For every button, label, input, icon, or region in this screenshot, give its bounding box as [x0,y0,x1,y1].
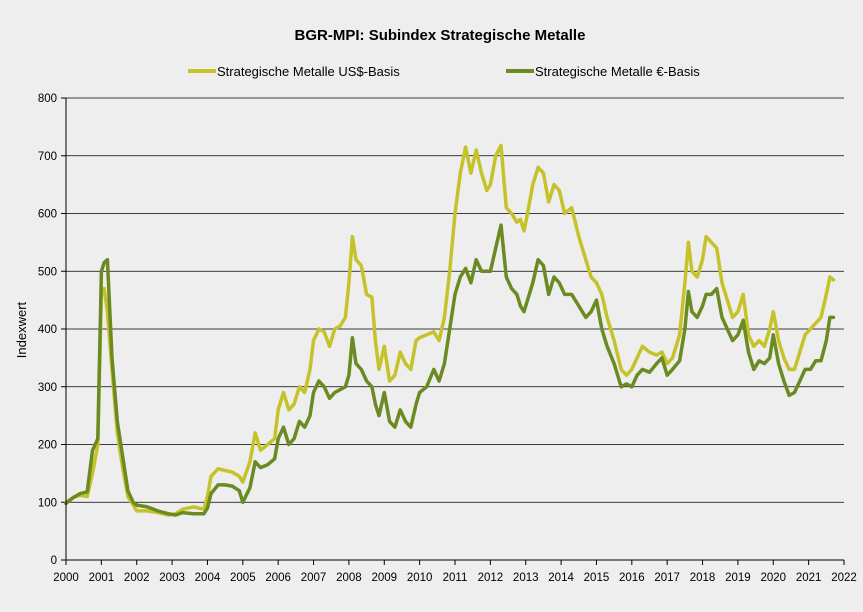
x-tick-label: 2020 [760,572,786,584]
y-tick-label: 300 [38,382,57,394]
y-tick-label: 100 [38,497,57,509]
x-tick-label: 2000 [53,572,79,584]
x-tick-label: 2005 [230,572,256,584]
legend-label-usd: Strategische Metalle US$-Basis [217,64,400,79]
x-tick-label: 2013 [513,572,539,584]
x-tick-label: 2001 [89,572,115,584]
y-tick-label: 0 [51,555,57,567]
y-tick-label: 800 [38,93,57,105]
y-tick-label: 500 [38,266,57,278]
grid-lines [66,97,844,503]
x-tick-label: 2007 [301,572,327,584]
y-tick-label: 700 [38,151,57,163]
x-tick-label: 2010 [407,572,433,584]
y-tick-label: 600 [38,209,57,221]
y-axis-ticks: 0 100 200 300 400 500 600 700 800 [38,93,66,567]
series-line-eur [64,223,836,517]
x-tick-label: 2022 [831,572,857,584]
y-tick-label: 400 [38,324,57,336]
x-tick-label: 2003 [159,572,185,584]
y-tick-label: 200 [38,440,57,452]
x-tick-label: 2019 [725,572,751,584]
x-tick-label: 2021 [796,572,822,584]
x-tick-label: 2018 [690,572,716,584]
x-tick-label: 2015 [584,572,610,584]
data-series [64,143,836,517]
x-tick-label: 2012 [478,572,504,584]
x-tick-label: 2014 [548,572,574,584]
legend-label-eur: Strategische Metalle €-Basis [535,64,700,79]
x-tick-label: 2008 [336,572,362,584]
legend: Strategische Metalle US$-Basis Strategis… [188,64,700,79]
x-tick-label: 2009 [371,572,397,584]
x-axis-ticks: 2000 2001 2002 2003 2004 2005 2006 2007 2008 2009… [53,560,857,584]
x-tick-label: 2006 [265,572,291,584]
x-tick-label: 2016 [619,572,645,584]
x-tick-label: 2004 [195,572,221,584]
x-tick-label: 2002 [124,572,150,584]
x-tick-label: 2017 [654,572,680,584]
chart-title: BGR-MPI: Subindex Strategische Metalle [295,27,586,44]
x-tick-label: 2011 [443,572,468,584]
series-line-usd [64,143,836,517]
y-axis-label: Indexwert [14,301,29,358]
